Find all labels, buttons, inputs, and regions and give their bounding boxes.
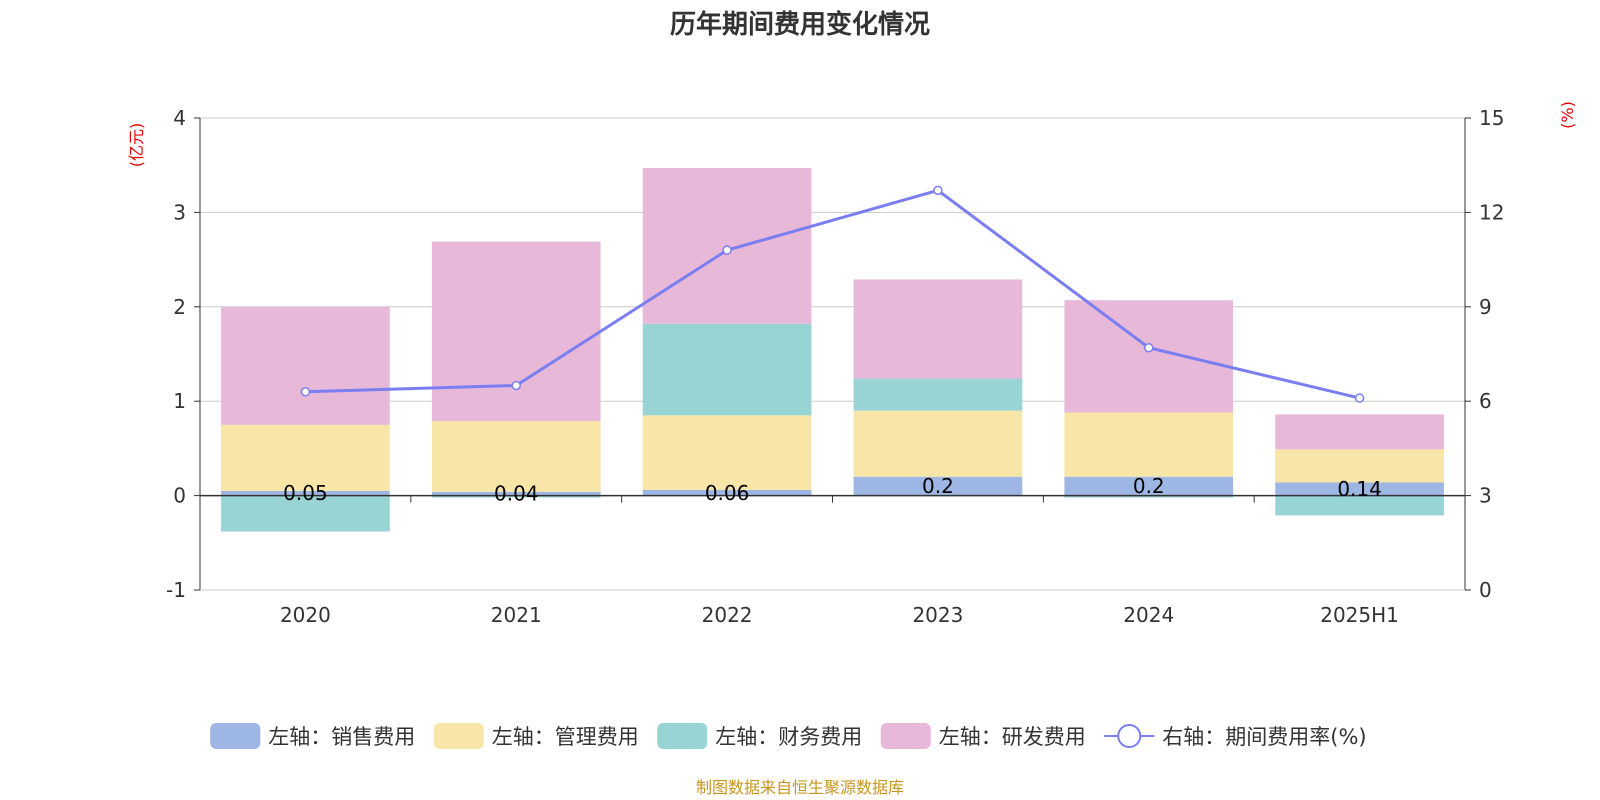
rate-line — [305, 188, 1360, 400]
source-note: 制图数据来自恒生聚源数据库 — [696, 778, 904, 797]
legend-swatch — [210, 723, 261, 749]
bar-segment — [431, 491, 601, 496]
legend-swatch — [880, 723, 931, 749]
bar-segment — [1064, 412, 1234, 477]
bar-data-label: 0.14 — [1337, 477, 1382, 501]
bar-segment — [853, 378, 1023, 411]
x-tick-label: 2020 — [280, 603, 331, 627]
x-tick-label: 2024 — [1123, 603, 1174, 627]
legend-swatch — [657, 723, 708, 749]
left-tick-label: 4 — [173, 106, 186, 130]
chart-title: 历年期间费用变化情况 — [670, 9, 930, 40]
legend-label: 左轴：财务费用 — [715, 725, 862, 749]
x-tick-label: 2025H1 — [1320, 603, 1399, 627]
rate-point — [933, 185, 943, 196]
bar-data-label: 0.06 — [705, 481, 750, 505]
x-tick-label: 2021 — [491, 603, 542, 627]
bar-segment — [431, 421, 601, 492]
data-labels: 0.05 0.04 0.06 0.2 0.2 0.14 — [283, 474, 1382, 506]
bar-segment — [221, 306, 390, 425]
left-tick-label: 2 — [173, 295, 186, 319]
expense-rate-line — [300, 185, 1365, 403]
bar-data-label: 0.2 — [922, 474, 954, 498]
legend-label: 左轴：管理费用 — [492, 725, 639, 749]
bar-segment — [1275, 414, 1444, 450]
bar-segment — [431, 241, 601, 422]
bar-segment — [1064, 476, 1234, 496]
bar-data-label: 0.2 — [1133, 474, 1165, 498]
x-tick-label: 2022 — [702, 603, 753, 627]
legend: 左轴：销售费用 左轴：管理费用 左轴：财务费用 左轴：研发费用 右轴：期间费用率(%) — [210, 723, 1367, 749]
bar-segment — [1275, 495, 1444, 516]
bar-segment — [431, 495, 601, 498]
bar-segment — [853, 410, 1023, 477]
bar-segment — [221, 495, 390, 532]
bar-segment — [1275, 449, 1444, 483]
legend-label: 右轴：期间费用率(%) — [1162, 725, 1366, 749]
right-tick-label: 12 — [1479, 200, 1504, 224]
left-tick-label: 3 — [173, 200, 186, 224]
right-tick-label: 15 — [1479, 106, 1504, 130]
bar-segment — [853, 476, 1023, 496]
bar-data-label: 0.05 — [283, 481, 328, 505]
bar-segment — [1064, 300, 1234, 413]
bar-segment — [642, 489, 812, 496]
right-tick-label: 9 — [1479, 295, 1492, 319]
x-tick-label: 2023 — [912, 603, 963, 627]
right-axis-unit: (%) — [1558, 101, 1577, 129]
bar-segment — [1064, 495, 1234, 498]
legend-swatch-marker — [1117, 724, 1142, 748]
left-tick-label: 1 — [173, 389, 186, 413]
rate-point — [300, 387, 311, 397]
bar-segment — [642, 323, 812, 416]
left-axis-unit: (亿元) — [127, 123, 146, 168]
rate-point — [1144, 342, 1154, 353]
rate-point — [722, 245, 732, 255]
bar-data-label: 0.04 — [494, 482, 539, 506]
rate-point — [511, 380, 521, 391]
bar-segment — [221, 424, 390, 491]
bar-segment — [221, 490, 390, 496]
bar-segment — [1275, 482, 1444, 496]
bars — [221, 168, 1444, 532]
right-tick-label: 0 — [1479, 578, 1492, 602]
legend-label: 左轴：销售费用 — [268, 725, 415, 749]
left-tick-label: 0 — [173, 484, 186, 508]
legend-label: 左轴：研发费用 — [939, 725, 1086, 749]
right-tick-label: 6 — [1479, 389, 1492, 413]
legend-swatch — [433, 723, 484, 749]
left-tick-label: -1 — [166, 578, 186, 602]
rate-point — [1354, 393, 1365, 403]
bar-segment — [853, 279, 1023, 379]
bar-segment — [642, 415, 812, 490]
right-tick-label: 3 — [1479, 484, 1492, 508]
